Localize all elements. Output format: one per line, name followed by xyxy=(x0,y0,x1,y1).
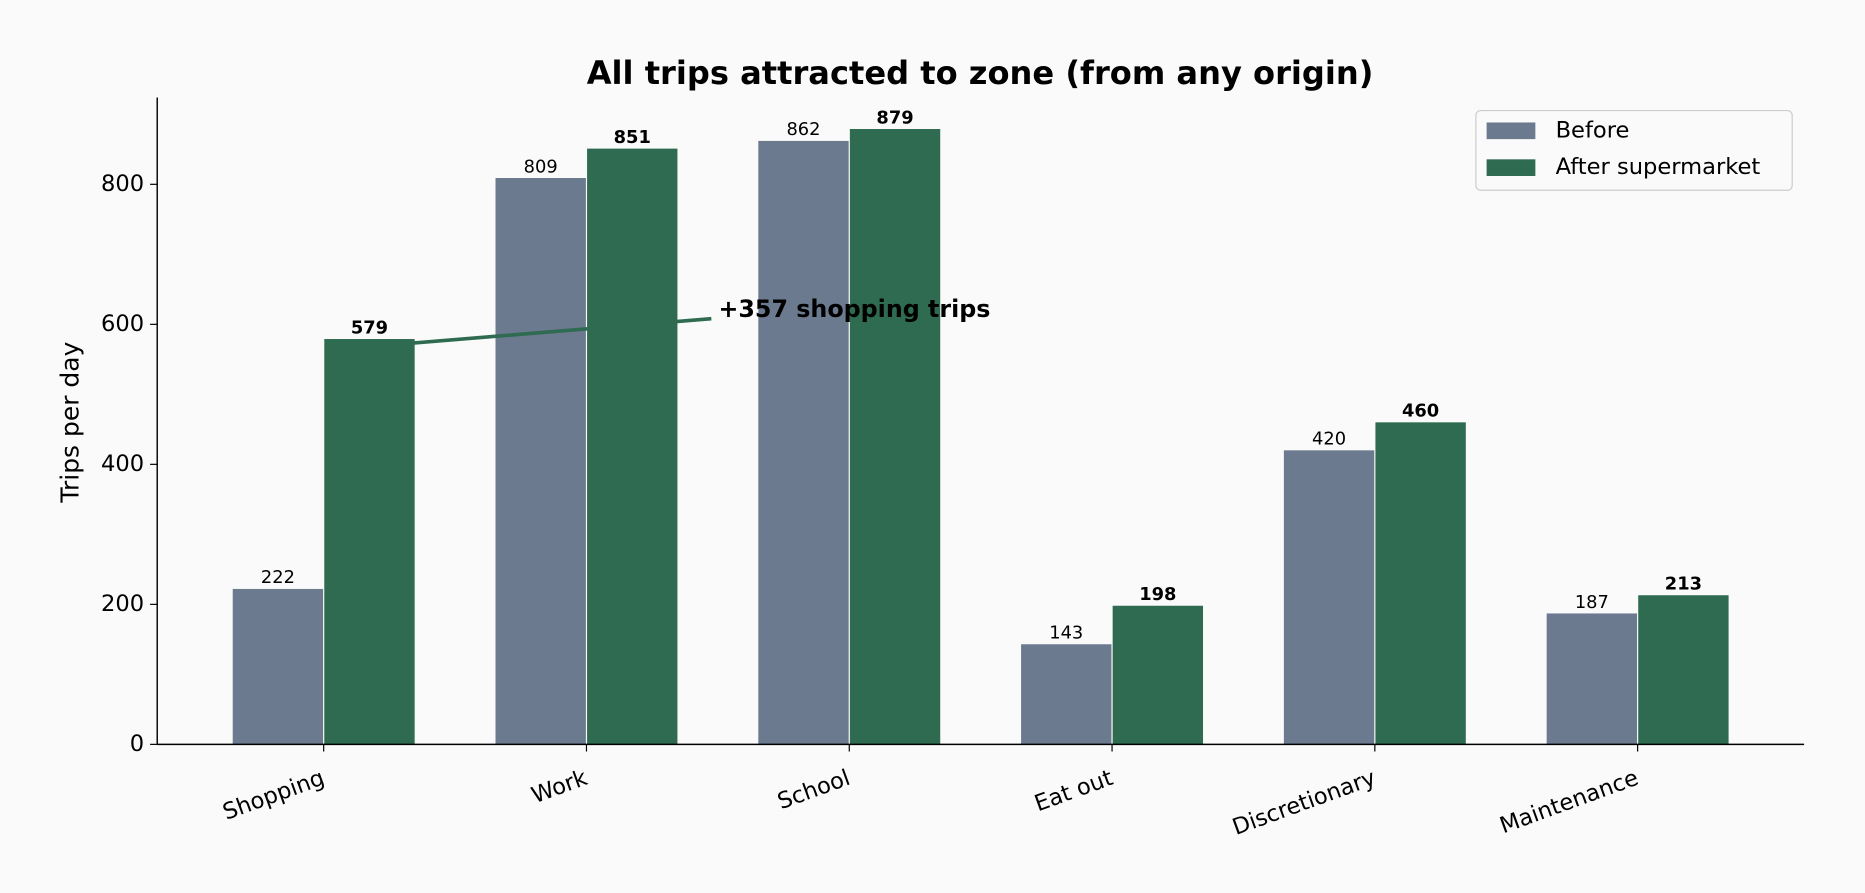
value-label: 198 xyxy=(1139,584,1176,605)
value-label: 879 xyxy=(876,107,913,128)
bar xyxy=(1283,450,1375,745)
value-label: 222 xyxy=(261,567,295,588)
bar xyxy=(324,339,415,745)
value-label: 460 xyxy=(1402,401,1439,422)
legend-swatch xyxy=(1486,159,1536,176)
bar xyxy=(1638,595,1729,745)
annotation: +357 shopping trips xyxy=(718,295,990,323)
y-tick-label: 600 xyxy=(101,311,144,337)
value-label: 862 xyxy=(786,119,820,140)
chart-title: All trips attracted to zone (from any or… xyxy=(587,54,1374,92)
bar xyxy=(1112,605,1204,745)
bar xyxy=(849,129,941,745)
legend-label: Before xyxy=(1556,117,1630,143)
y-tick-label: 0 xyxy=(130,731,144,757)
bar xyxy=(1546,613,1638,745)
value-label: 809 xyxy=(524,156,558,177)
value-label: 579 xyxy=(351,317,388,338)
y-axis-label: Trips per day xyxy=(56,341,85,503)
legend-swatch xyxy=(1486,122,1536,140)
annotation-arrow xyxy=(374,316,712,348)
y-tick-label: 400 xyxy=(101,451,144,477)
value-label: 851 xyxy=(614,127,651,148)
bar xyxy=(758,140,849,745)
y-tick-label: 200 xyxy=(101,591,144,617)
value-label: 213 xyxy=(1665,574,1702,595)
value-label: 143 xyxy=(1049,623,1083,644)
bar xyxy=(1021,644,1112,745)
y-tick-label: 800 xyxy=(101,171,144,197)
value-label: 420 xyxy=(1312,429,1346,450)
legend: Before After supermarket xyxy=(1475,109,1793,191)
value-label: 187 xyxy=(1575,592,1609,613)
legend-box xyxy=(1475,109,1793,191)
bar xyxy=(587,148,678,745)
bar xyxy=(232,588,324,745)
bar xyxy=(495,178,586,745)
bar xyxy=(1375,422,1466,745)
annotation-arrowhead xyxy=(374,339,390,350)
legend-label: After supermarket xyxy=(1556,154,1761,180)
